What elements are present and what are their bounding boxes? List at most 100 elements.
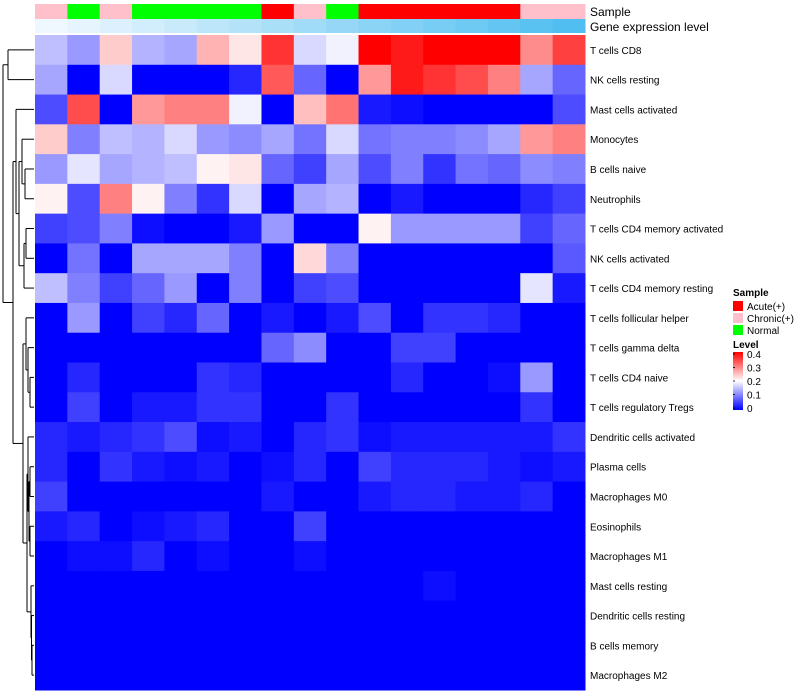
heatmap-cell	[520, 94, 554, 125]
heatmap-cell	[455, 392, 489, 423]
heatmap-cell	[390, 302, 424, 334]
heatmap-cell	[293, 273, 327, 304]
row-label: T cells follicular helper	[590, 314, 689, 325]
heatmap-cell	[229, 273, 262, 304]
heatmap-cell	[132, 183, 165, 215]
heatmap-cell	[261, 213, 295, 244]
heatmap-cell	[164, 302, 198, 334]
heatmap-cell	[390, 362, 424, 393]
heatmap-cell	[164, 481, 198, 512]
heatmap-cell	[67, 183, 101, 215]
heatmap-cell	[455, 213, 489, 244]
heatmap-cell	[132, 570, 165, 602]
heatmap-cell	[552, 35, 586, 66]
heatmap-cell	[261, 243, 295, 274]
heatmap-cell	[196, 213, 230, 244]
heatmap-cell	[358, 362, 392, 393]
heatmap-cell	[99, 124, 133, 155]
heatmap-cell	[390, 570, 424, 602]
heatmap-cell	[423, 35, 457, 66]
sample-annotation-label: Sample	[590, 5, 631, 19]
heatmap-cell	[390, 392, 424, 423]
heatmap-cell	[261, 481, 295, 512]
heatmap-cell	[196, 541, 230, 572]
heatmap-cell	[67, 481, 101, 512]
heatmap-cell	[423, 183, 457, 215]
heatmap-cell	[326, 124, 360, 155]
heatmap-cell	[487, 570, 521, 602]
sample-legend-swatch	[733, 325, 743, 335]
expression-annotation-cell	[326, 19, 360, 33]
heatmap-cell	[164, 451, 198, 483]
heatmap-cell	[423, 362, 457, 393]
heatmap-cell	[520, 451, 554, 483]
sample-annotation-cell	[99, 4, 133, 19]
sample-annotation-cell	[229, 4, 262, 19]
heatmap-cell	[326, 600, 360, 631]
heatmap-cell	[293, 124, 327, 155]
sample-annotation-cell	[552, 4, 586, 19]
heatmap-cell	[326, 511, 360, 542]
heatmap-cell	[261, 273, 295, 304]
heatmap-cell	[229, 392, 262, 423]
row-label: Dendritic cells activated	[590, 433, 695, 444]
heatmap-cells	[35, 35, 586, 691]
heatmap-cell	[487, 35, 521, 66]
heatmap-cell	[487, 600, 521, 631]
heatmap-cell	[455, 243, 489, 274]
heatmap-cell	[261, 392, 295, 423]
heatmap-cell	[35, 243, 68, 274]
heatmap-cell	[423, 64, 457, 96]
heatmap-cell	[67, 660, 101, 691]
heatmap-cell	[229, 511, 262, 542]
heatmap-cell	[455, 570, 489, 602]
sample-annotation-cell	[293, 4, 327, 19]
heatmap-cell	[35, 392, 68, 423]
heatmap-cell	[132, 451, 165, 483]
heatmap-cell	[326, 422, 360, 453]
heatmap-cell	[164, 392, 198, 423]
heatmap-cell	[67, 154, 101, 185]
heatmap-cell	[423, 451, 457, 483]
heatmap-cell	[261, 660, 295, 691]
row-labels: T cells CD8 NK cells resting Mast cells ac…	[590, 46, 723, 682]
heatmap-cell	[390, 660, 424, 691]
row-label: Eosinophils	[590, 522, 641, 533]
heatmap-cell	[358, 600, 392, 631]
heatmap-cell	[390, 183, 424, 215]
heatmap-cell	[358, 35, 392, 66]
heatmap-cell	[293, 64, 327, 96]
heatmap-cell	[164, 183, 198, 215]
heatmap-cell	[455, 35, 489, 66]
heatmap-cell	[293, 392, 327, 423]
row-label: Monocytes	[590, 135, 638, 146]
heatmap-cell	[552, 273, 586, 304]
row-label: T cells CD8	[590, 46, 642, 57]
heatmap-cell	[390, 541, 424, 572]
heatmap-cell	[35, 541, 68, 572]
heatmap-cell	[326, 183, 360, 215]
heatmap-cell	[293, 451, 327, 483]
heatmap-cell	[196, 243, 230, 274]
heatmap-cell	[35, 362, 68, 393]
heatmap-cell	[164, 273, 198, 304]
heatmap-cell	[35, 570, 68, 602]
heatmap-cell	[261, 302, 295, 334]
heatmap-cell	[326, 332, 360, 363]
heatmap-cell	[164, 511, 198, 542]
heatmap-cell	[487, 511, 521, 542]
heatmap-cell	[455, 124, 489, 155]
heatmap-cell	[132, 302, 165, 334]
sample-annotation-cell	[196, 4, 230, 19]
heatmap-cell	[487, 183, 521, 215]
heatmap-cell	[67, 541, 101, 572]
heatmap-cell	[455, 64, 489, 96]
heatmap-cell	[35, 94, 68, 125]
heatmap-cell	[326, 541, 360, 572]
heatmap-cell	[293, 481, 327, 512]
heatmap-cell	[35, 511, 68, 542]
heatmap-cell	[390, 511, 424, 542]
heatmap-cell	[35, 64, 68, 96]
expression-annotation-cell	[67, 19, 101, 33]
sample-legend: Sample Acute(+)Chronic(+)Normal	[733, 288, 794, 337]
